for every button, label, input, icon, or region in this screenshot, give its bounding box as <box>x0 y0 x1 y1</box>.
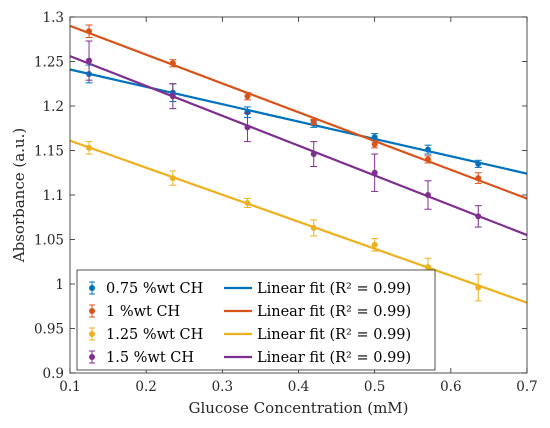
legend: 0.75 %wt CH Linear fit (R² = 0.99) 1 %wt C… <box>76 269 436 371</box>
y-tick-label: 1.15 <box>34 144 64 160</box>
data-point <box>310 219 318 237</box>
legend-marker <box>89 354 95 360</box>
marker <box>475 175 482 182</box>
legend-box <box>76 269 436 371</box>
marker <box>424 146 431 153</box>
legend-marker <box>89 308 95 314</box>
legend-fit-label: Linear fit (R² = 0.99) <box>257 304 411 320</box>
data-point <box>169 59 177 68</box>
y-axis-ticks: 0.9 0.95 1 1.05 1.1 1.15 1.2 1.25 1.3 <box>34 10 527 382</box>
legend-fit-label: Linear fit (R² = 0.99) <box>257 350 411 366</box>
data-point <box>371 153 379 192</box>
marker <box>371 241 378 248</box>
data-point <box>169 83 177 110</box>
legend-series-label: 0.75 %wt CH <box>106 281 203 297</box>
marker <box>86 28 93 35</box>
marker <box>86 57 93 64</box>
x-tick-label: 0.3 <box>212 379 233 395</box>
data-points <box>85 24 482 302</box>
data-point <box>85 24 93 38</box>
data-point <box>424 144 432 155</box>
data-point <box>371 133 379 142</box>
data-point <box>371 238 379 252</box>
legend-series-label: 1 %wt CH <box>106 304 180 320</box>
data-point <box>474 159 482 168</box>
marker <box>371 141 378 148</box>
legend-fit-label: Linear fit (R² = 0.99) <box>257 281 411 297</box>
data-point <box>424 155 432 164</box>
x-tick-label: 0.5 <box>364 379 385 395</box>
y-tick-label: 1.1 <box>43 188 64 204</box>
marker <box>244 93 251 100</box>
x-axis-ticks: 0.1 0.2 0.3 0.4 0.5 0.6 0.7 <box>59 17 538 395</box>
marker <box>169 93 176 100</box>
y-axis-label: Absorbance (a.u.) <box>10 128 28 263</box>
data-point <box>474 205 482 228</box>
y-tick-label: 1.2 <box>43 99 64 115</box>
data-point <box>85 141 93 155</box>
legend-series-label: 1.5 %wt CH <box>106 350 194 366</box>
data-point <box>424 180 432 210</box>
data-point <box>474 172 482 184</box>
marker <box>424 192 431 198</box>
x-tick-label: 0.1 <box>59 379 80 395</box>
x-tick-label: 0.6 <box>440 379 461 395</box>
marker <box>86 144 93 151</box>
marker <box>424 156 431 163</box>
data-point <box>85 40 93 81</box>
data-point <box>243 106 251 119</box>
x-tick-label: 0.2 <box>135 379 156 395</box>
data-point <box>243 92 251 101</box>
x-axis-label: Glucose Concentration (mM) <box>188 399 408 417</box>
y-tick-label: 1.3 <box>43 10 64 26</box>
fit-line <box>69 139 528 304</box>
marker <box>244 109 251 116</box>
y-tick-label: 1.25 <box>34 55 64 71</box>
data-point <box>169 170 177 186</box>
y-tick-label: 0.95 <box>34 322 64 338</box>
data-point <box>474 273 482 302</box>
marker <box>310 151 317 158</box>
data-point <box>243 112 251 143</box>
y-tick-label: 1 <box>55 277 64 293</box>
data-point <box>310 141 318 168</box>
marker <box>310 224 317 231</box>
x-tick-label: 0.4 <box>288 379 309 395</box>
fit-line <box>69 24 528 200</box>
legend-marker <box>89 331 95 337</box>
data-point <box>243 198 251 208</box>
fit-line <box>69 55 528 237</box>
y-tick-label: 0.9 <box>43 366 64 382</box>
data-point <box>310 118 318 126</box>
fit-lines <box>69 24 528 304</box>
marker <box>371 169 378 176</box>
x-tick-label: 0.7 <box>516 379 537 395</box>
marker <box>169 60 176 67</box>
marker <box>169 175 176 182</box>
marker <box>244 124 251 131</box>
legend-fit-label: Linear fit (R² = 0.99) <box>257 327 411 343</box>
marker <box>371 134 378 141</box>
legend-marker <box>89 285 95 291</box>
marker <box>244 200 251 207</box>
y-tick-label: 1.05 <box>34 233 64 249</box>
marker <box>475 284 482 291</box>
marker <box>424 264 431 271</box>
data-point <box>371 140 379 149</box>
marker <box>475 213 482 220</box>
marker <box>475 160 482 167</box>
legend-series-label: 1.25 %wt CH <box>106 327 203 343</box>
marker <box>310 119 317 126</box>
